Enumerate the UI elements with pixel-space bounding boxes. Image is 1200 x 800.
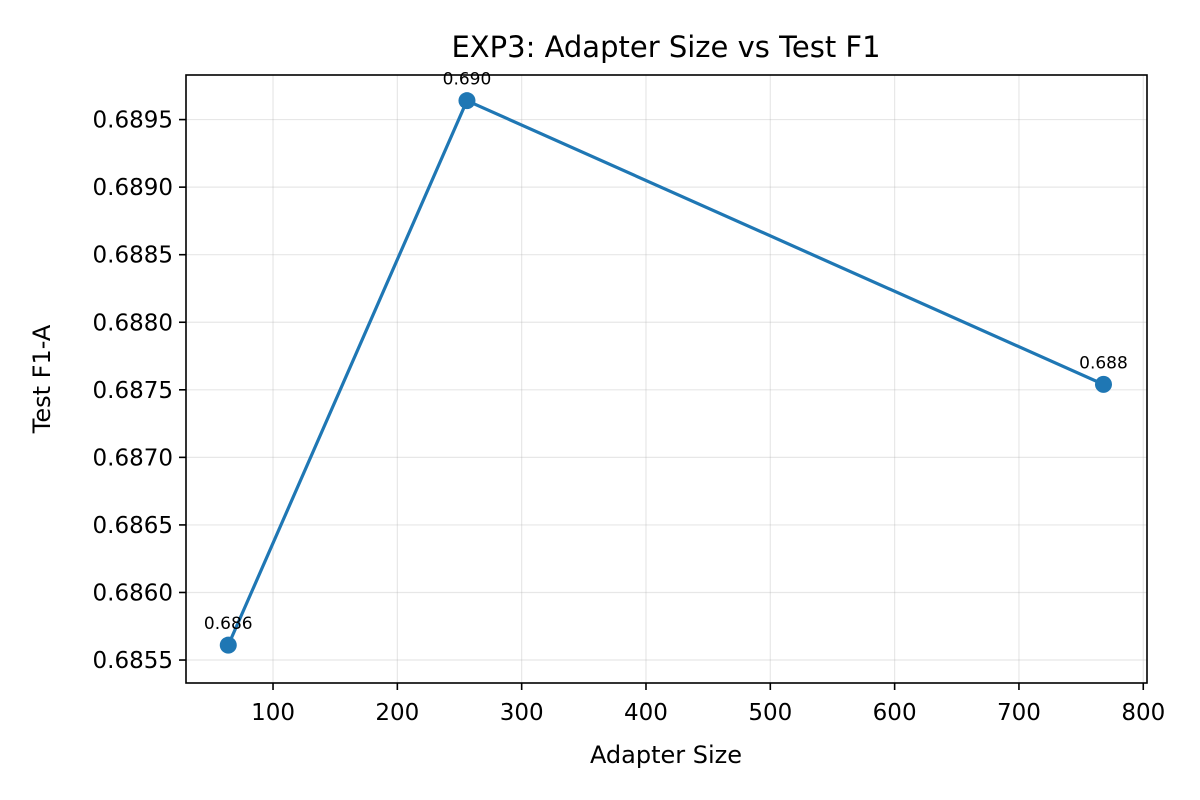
x-tick-label: 100: [251, 700, 295, 726]
y-tick-label: 0.6875: [93, 378, 173, 404]
y-tick-label: 0.6895: [93, 108, 173, 134]
x-tick-label: 200: [375, 700, 419, 726]
x-tick-label: 300: [500, 700, 544, 726]
x-tick-label: 500: [748, 700, 792, 726]
y-tick-label: 0.6870: [93, 445, 173, 471]
y-tick-label: 0.6885: [93, 243, 173, 269]
x-axis-label: Adapter Size: [590, 741, 742, 769]
x-axis: 100 200 300 400 500 600 700 800: [251, 683, 1165, 726]
grid: [186, 75, 1147, 683]
data-point: [458, 92, 476, 110]
x-tick-label: 400: [624, 700, 668, 726]
data-label: 0.686: [204, 614, 253, 634]
data-label: 0.688: [1079, 353, 1128, 373]
y-axis-label: Test F1-A: [28, 324, 56, 434]
chart-title: EXP3: Adapter Size vs Test F1: [451, 30, 880, 64]
x-tick-label: 600: [873, 700, 917, 726]
data-label: 0.690: [443, 70, 492, 90]
x-tick-label: 800: [1121, 700, 1165, 726]
y-tick-label: 0.6865: [93, 513, 173, 539]
y-tick-label: 0.6855: [93, 648, 173, 674]
y-tick-label: 0.6890: [93, 175, 173, 201]
plot-frame: [185, 74, 1148, 684]
data-point: [1094, 375, 1112, 393]
y-tick-label: 0.6880: [93, 310, 173, 336]
x-tick-label: 700: [997, 700, 1041, 726]
series-group: 0.686 0.690 0.688: [204, 70, 1128, 654]
data-point: [219, 636, 237, 654]
y-axis: 0.6855 0.6860 0.6865 0.6870 0.6875 0.6880 0.68…: [93, 108, 186, 674]
series-line: [226, 99, 1106, 647]
y-tick-label: 0.6860: [93, 580, 173, 606]
